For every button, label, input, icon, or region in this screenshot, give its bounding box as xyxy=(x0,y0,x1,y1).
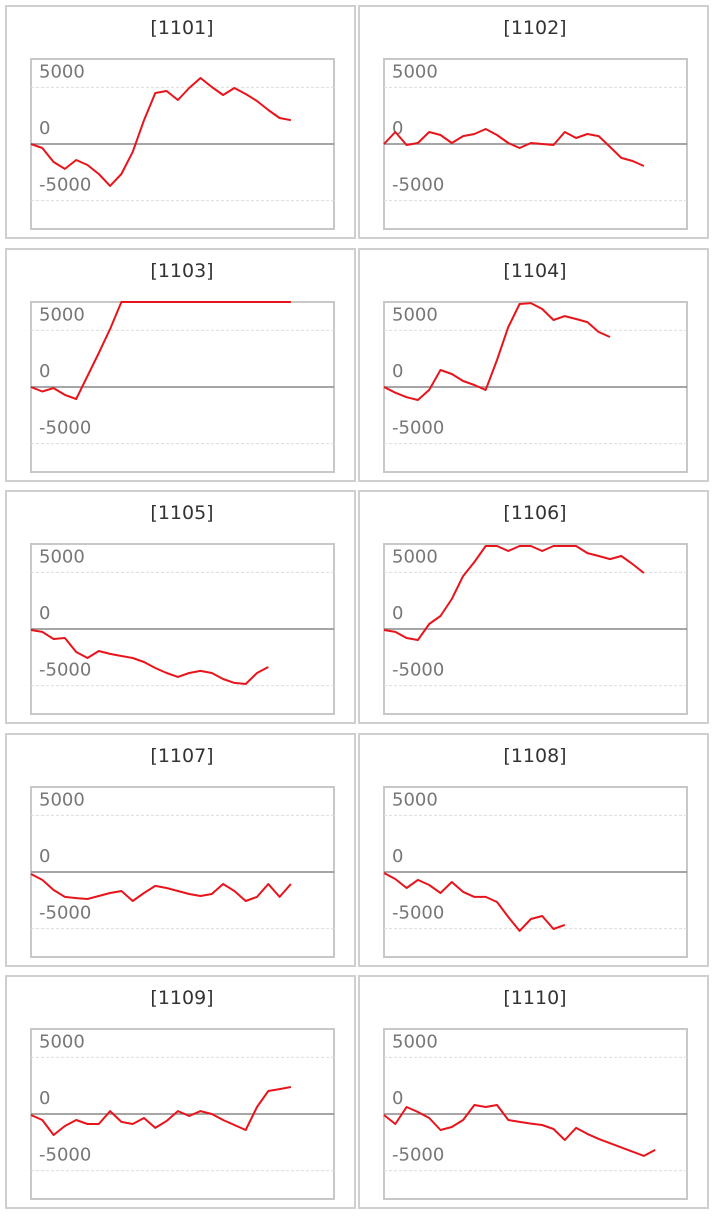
chart-title: [1105] xyxy=(150,502,213,524)
chart-title: [1104] xyxy=(503,260,566,282)
y-tick-label: -5000 xyxy=(39,175,91,196)
data-line xyxy=(383,871,566,932)
y-tick-label: 5000 xyxy=(392,546,438,567)
y-tick-label: -5000 xyxy=(392,1145,444,1166)
chart-title: [1110] xyxy=(503,987,566,1009)
chart-panel: [1104] -5000 0 5000 xyxy=(358,247,709,482)
y-tick-label: -5000 xyxy=(39,1145,91,1166)
chart-panel: [1105] -5000 0 5000 xyxy=(5,490,356,724)
chart-panel: [1107] -5000 0 5000 xyxy=(5,732,356,967)
y-tick-label: 5000 xyxy=(39,1031,85,1052)
chart-panel: [1109] -5000 0 5000 xyxy=(5,975,356,1209)
y-tick-label: 5000 xyxy=(392,789,438,810)
y-tick-label: 5000 xyxy=(392,1031,438,1052)
y-tick-label: 0 xyxy=(39,361,50,382)
y-tick-label: 0 xyxy=(392,846,403,867)
data-line xyxy=(383,1104,656,1157)
data-line xyxy=(383,128,645,167)
chart: [1105] -5000 0 5000 xyxy=(30,502,335,715)
chart-title: [1108] xyxy=(503,745,566,767)
y-tick-label: 5000 xyxy=(392,61,438,82)
y-tick-label: -5000 xyxy=(392,175,444,196)
y-tick-label: -5000 xyxy=(39,902,91,923)
y-tick-label: 0 xyxy=(39,118,50,139)
data-line xyxy=(30,1086,292,1136)
y-tick-label: -5000 xyxy=(39,660,91,681)
y-tick-label: -5000 xyxy=(392,902,444,923)
chart-title: [1106] xyxy=(503,502,566,524)
chart: [1103] -5000 0 5000 xyxy=(30,260,335,473)
data-line xyxy=(30,77,292,187)
chart: [1102] -5000 0 5000 xyxy=(383,17,688,230)
chart-title: [1102] xyxy=(503,17,566,39)
chart: [1101] -5000 0 5000 xyxy=(30,17,335,230)
data-line xyxy=(30,629,269,685)
y-tick-label: 0 xyxy=(392,361,403,382)
y-tick-label: 5000 xyxy=(39,61,85,82)
chart: [1106] -5000 0 5000 xyxy=(383,502,688,715)
y-tick-label: -5000 xyxy=(39,417,91,438)
data-line xyxy=(30,300,291,400)
y-tick-label: 0 xyxy=(392,603,403,624)
y-tick-label: 0 xyxy=(392,118,403,139)
data-line xyxy=(383,545,645,641)
chart-title: [1107] xyxy=(150,745,213,767)
y-tick-label: 0 xyxy=(39,846,50,867)
chart-panel: [1103] -5000 0 5000 xyxy=(5,247,356,482)
y-tick-label: 0 xyxy=(39,1088,50,1109)
chart: [1107] -5000 0 5000 xyxy=(30,745,335,958)
y-tick-label: 5000 xyxy=(39,304,85,325)
chart-panel: [1110] -5000 0 5000 xyxy=(358,975,709,1209)
chart: [1108] -5000 0 5000 xyxy=(383,745,688,958)
chart: [1104] -5000 0 5000 xyxy=(383,260,688,473)
chart-title: [1103] xyxy=(150,260,213,282)
chart-title: [1101] xyxy=(150,17,213,39)
y-tick-label: 5000 xyxy=(392,304,438,325)
y-tick-label: 0 xyxy=(392,1088,403,1109)
chart: [1109] -5000 0 5000 xyxy=(30,987,335,1200)
chart-panel: [1106] -5000 0 5000 xyxy=(358,490,709,724)
data-line xyxy=(383,301,611,401)
y-tick-label: 5000 xyxy=(39,789,85,810)
chart-panel: [1108] -5000 0 5000 xyxy=(358,732,709,967)
y-tick-label: -5000 xyxy=(392,417,444,438)
chart-title: [1109] xyxy=(150,987,213,1009)
chart-panel: [1102] -5000 0 5000 xyxy=(358,5,709,239)
chart-panel: [1101] -5000 0 5000 xyxy=(5,5,356,239)
y-tick-label: 0 xyxy=(39,603,50,624)
chart: [1110] -5000 0 5000 xyxy=(383,987,688,1200)
y-tick-label: -5000 xyxy=(392,660,444,681)
data-line xyxy=(30,872,292,902)
y-tick-label: 5000 xyxy=(39,546,85,567)
